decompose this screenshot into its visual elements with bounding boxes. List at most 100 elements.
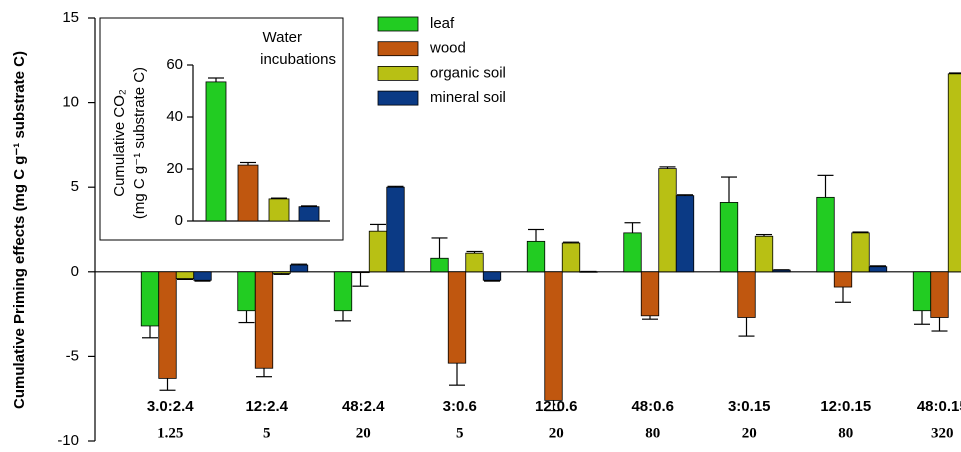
- error-bar: [352, 272, 369, 287]
- bar: [205, 81, 227, 222]
- legend-label: wood: [429, 40, 466, 57]
- error-bar: [449, 363, 465, 386]
- bar: [737, 271, 756, 318]
- error-bar: [852, 231, 869, 233]
- error-bar: [642, 315, 658, 320]
- x-tick-label: 3.0:2.4: [147, 398, 194, 415]
- bar: [465, 252, 484, 273]
- error-bar: [273, 273, 290, 275]
- error-bar: [756, 233, 772, 237]
- bar: [851, 232, 870, 273]
- legend-swatch: [377, 41, 419, 57]
- x-tick-label: 48:2.4: [342, 398, 385, 415]
- bar: [430, 257, 449, 273]
- bar: [289, 264, 309, 273]
- error-bar: [159, 378, 176, 391]
- bar: [272, 271, 291, 274]
- error-bar: [931, 317, 948, 332]
- x-sublabel: 1.25: [157, 425, 183, 441]
- y-tick-label: 60: [166, 56, 183, 73]
- bar: [368, 230, 388, 273]
- bar: [868, 266, 888, 273]
- bar: [912, 271, 932, 312]
- x-sublabel: 20: [742, 425, 757, 441]
- x-sublabel: 320: [931, 425, 954, 441]
- x-sublabel: 20: [356, 425, 371, 441]
- error-bar: [431, 237, 448, 259]
- bar: [237, 271, 256, 312]
- bar: [268, 198, 290, 222]
- y-tick-label: 20: [166, 160, 183, 177]
- error-bar: [484, 280, 500, 282]
- legend-label: organic soil: [430, 64, 506, 81]
- bar: [351, 271, 370, 274]
- legend-label: mineral soil: [430, 89, 506, 106]
- error-bar: [721, 176, 737, 203]
- bar: [930, 271, 949, 318]
- error-bar: [528, 228, 544, 242]
- y-tick-label: 5: [71, 178, 79, 195]
- x-tick-label: 48:0.6: [631, 398, 674, 415]
- bar: [561, 242, 581, 273]
- bar: [833, 271, 853, 288]
- error-bar: [301, 205, 317, 207]
- bar: [237, 164, 259, 222]
- error-bar: [817, 174, 834, 198]
- inset-y-label: (mg C g⁻¹ substrate C): [131, 67, 148, 219]
- bar: [386, 186, 405, 273]
- error-bar: [177, 278, 193, 281]
- bar: [175, 271, 195, 279]
- x-tick-label: 12:0.15: [820, 398, 871, 415]
- error-bar: [271, 197, 287, 199]
- bar: [816, 196, 835, 273]
- error-bar: [142, 325, 158, 339]
- error-bar: [624, 222, 641, 233]
- error-bar: [335, 310, 351, 322]
- x-sublabel: 5: [263, 425, 271, 441]
- error-bar: [238, 310, 255, 324]
- y-tick-label: 0: [175, 212, 183, 229]
- x-sublabel: 5: [456, 425, 464, 441]
- y-tick-label: -5: [66, 347, 79, 364]
- bar: [640, 271, 660, 317]
- error-bar: [870, 265, 886, 267]
- x-tick-label: 48:0.15: [917, 398, 961, 415]
- bar: [158, 271, 177, 379]
- error-bar: [240, 161, 256, 166]
- bar: [193, 271, 212, 281]
- bar: [298, 206, 320, 222]
- inset-y-label: Cumulative CO₂: [111, 89, 128, 197]
- x-sublabel: 80: [645, 425, 660, 441]
- bar: [623, 232, 642, 273]
- error-bar: [659, 166, 676, 169]
- error-bar: [835, 287, 851, 303]
- error-bar: [677, 194, 693, 196]
- bar: [754, 235, 774, 273]
- legend-swatch: [377, 66, 419, 81]
- bar: [482, 271, 502, 281]
- legend-label: leaf: [430, 15, 455, 32]
- x-tick-label: 12:2.4: [245, 398, 288, 415]
- bar: [947, 73, 961, 273]
- x-sublabel: 80: [838, 425, 853, 441]
- bar: [447, 271, 467, 364]
- y-axis-label: Cumulative Priming effects (mg C g⁻¹ sub…: [11, 51, 28, 409]
- error-bar: [370, 223, 386, 232]
- bar: [333, 271, 353, 312]
- y-tick-label: 40: [166, 108, 183, 125]
- bar: [140, 271, 160, 327]
- y-tick-label: -10: [57, 432, 79, 449]
- error-bar: [208, 77, 224, 82]
- inset-title: Water incubations: [260, 29, 336, 68]
- bar: [719, 202, 739, 273]
- y-tick-label: 15: [62, 9, 79, 26]
- legend-swatch: [377, 90, 419, 106]
- bar: [526, 240, 546, 273]
- x-tick-label: 3:0.6: [443, 398, 477, 415]
- bar: [254, 271, 274, 369]
- error-bar: [194, 280, 211, 282]
- legend-swatch: [377, 16, 419, 32]
- y-tick-label: 0: [71, 263, 79, 280]
- error-bar: [914, 310, 930, 325]
